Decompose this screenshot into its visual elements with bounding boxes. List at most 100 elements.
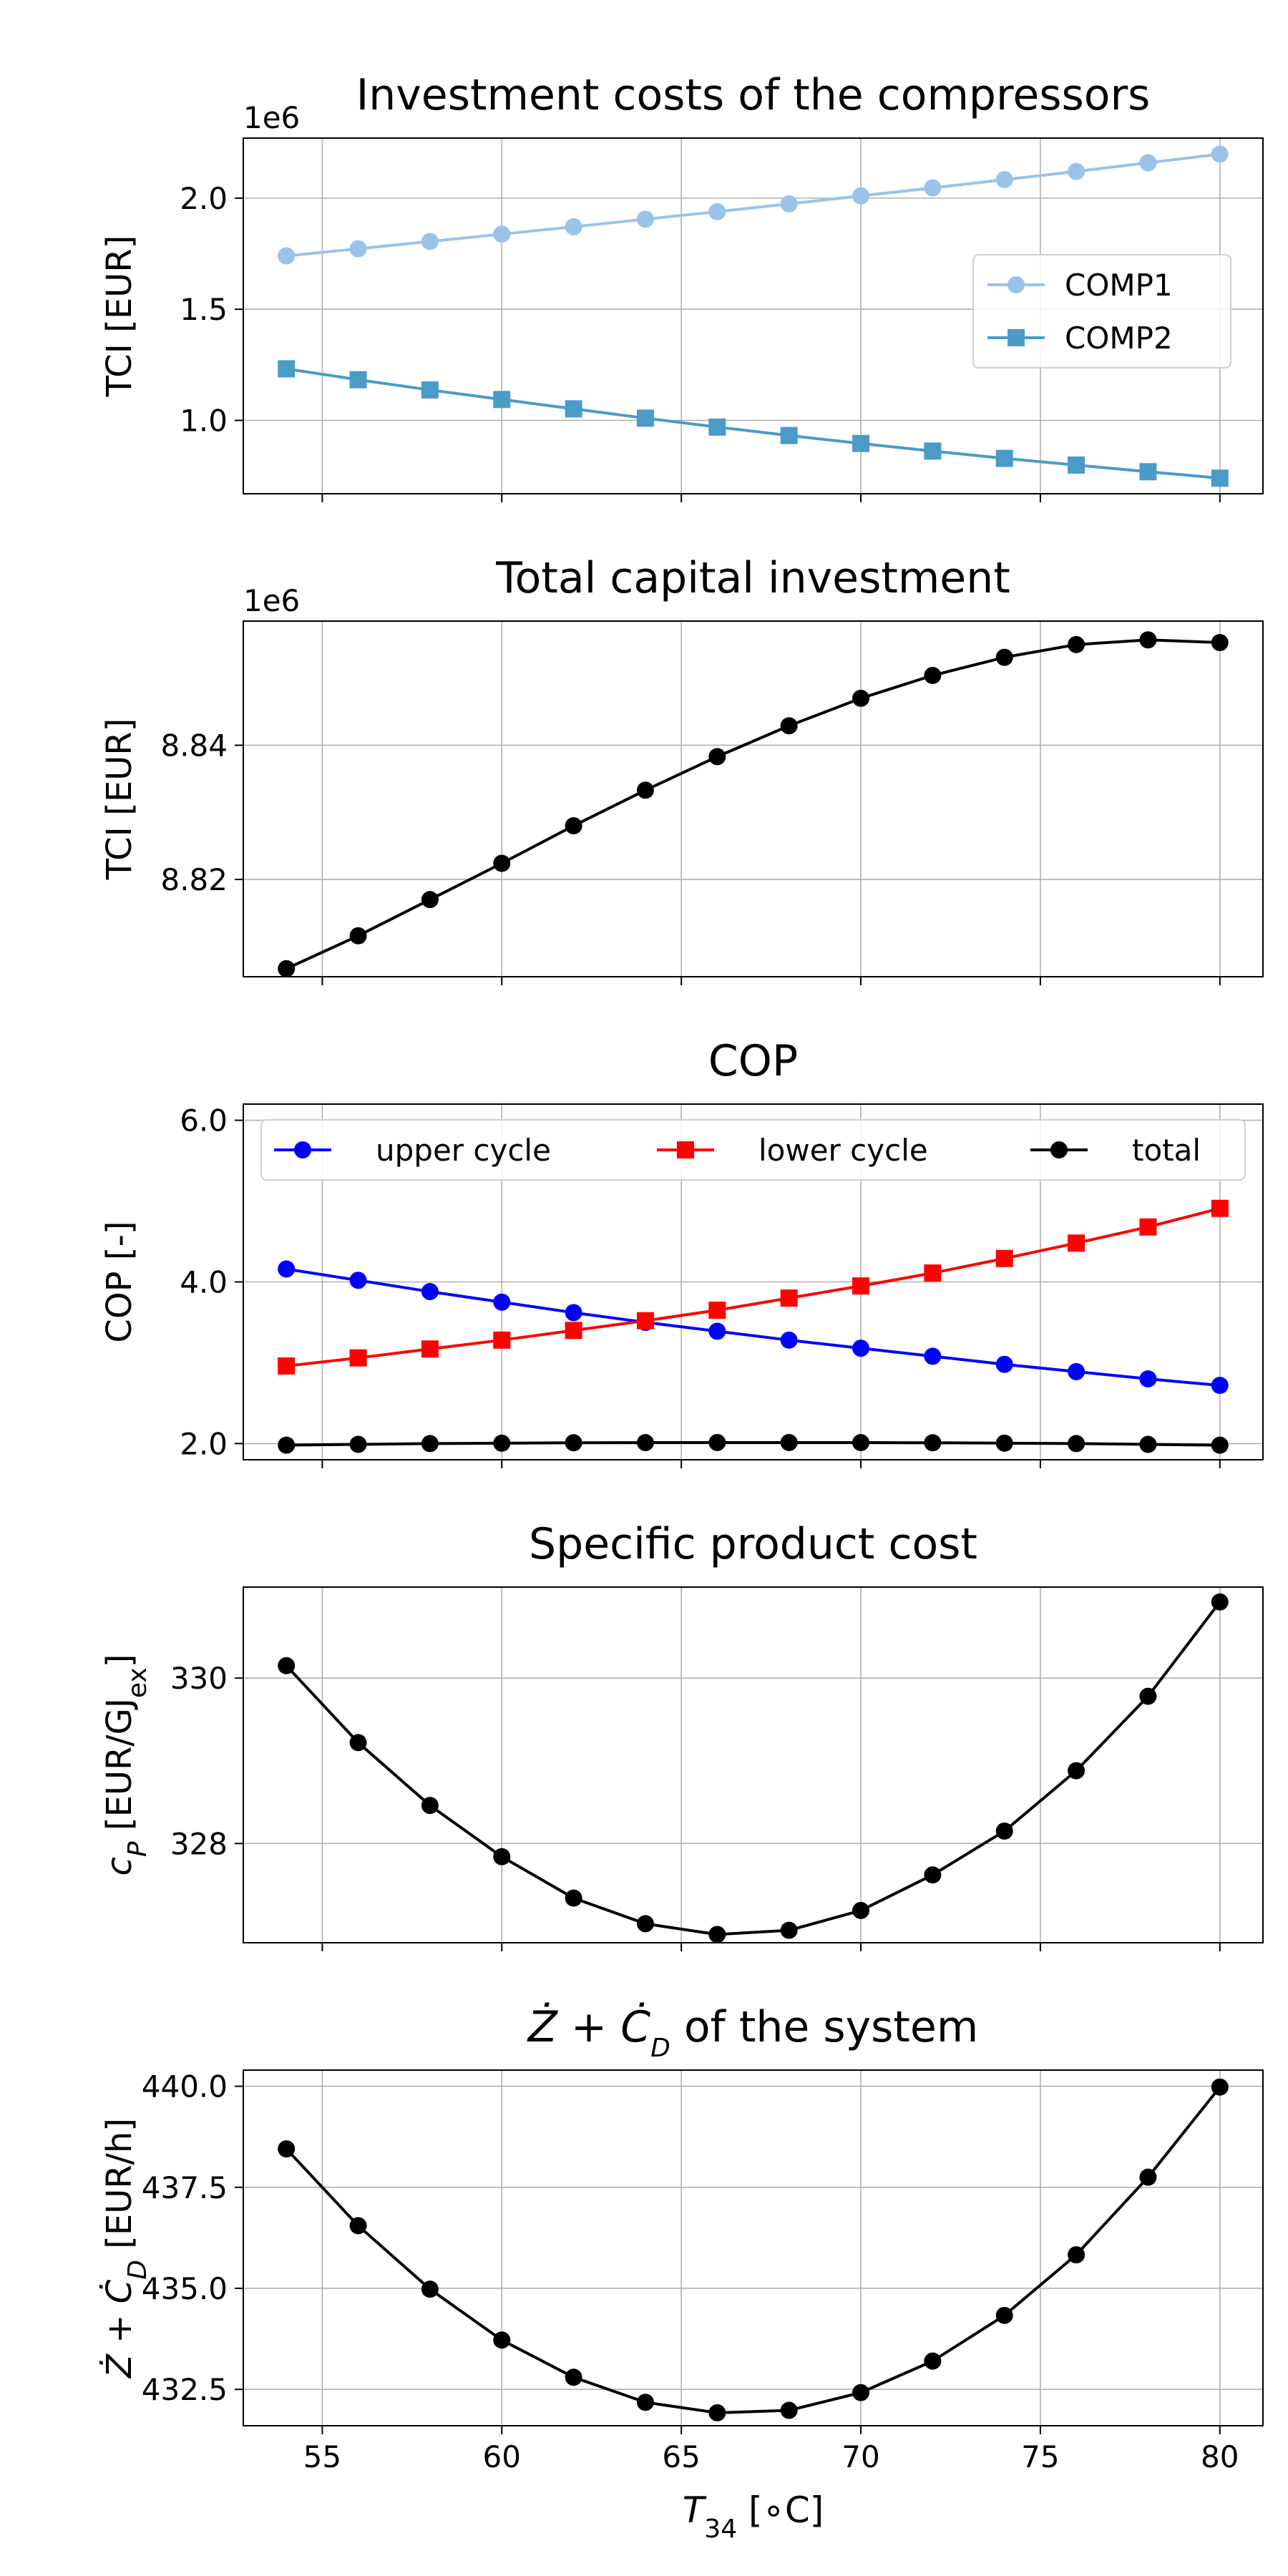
data-point (565, 2368, 582, 2386)
series-upper-cycle (278, 1260, 1229, 1395)
y-tick-label: 2.0 (180, 181, 228, 216)
data-point (708, 418, 726, 436)
data-point (421, 1435, 439, 1453)
x-axis-label: T34 [∘C] (683, 2489, 824, 2544)
data-point (708, 2404, 726, 2421)
chart-title: COP (708, 1036, 798, 1086)
data-point (565, 1889, 582, 1907)
series-total (278, 1433, 1229, 1454)
series-line (285, 2086, 1221, 2414)
data-point (278, 2140, 296, 2158)
data-point (852, 1434, 870, 1452)
chart-panel-3: 2.0 4.0 6.0 COP COP [-] upper cycle lower cycl… (99, 1036, 1264, 1468)
data-point (995, 449, 1013, 467)
y-tick-label: 6.0 (180, 1103, 228, 1138)
data-point (708, 203, 726, 220)
data-point (780, 1433, 798, 1451)
data-point (565, 1434, 582, 1452)
data-point (1068, 1762, 1085, 1780)
data-point (636, 781, 654, 799)
data-point (1139, 154, 1157, 172)
data-point (1211, 634, 1229, 652)
data-point (278, 1657, 296, 1674)
y-tick-label: 1.0 (180, 403, 228, 438)
data-point (565, 1304, 582, 1322)
data-point (421, 1283, 439, 1301)
data-point (565, 400, 582, 418)
chart-panel-4: 328 330 Specific product cost cP [EUR/GJex] (99, 1519, 1264, 1951)
data-point (1211, 1593, 1229, 1611)
legend: upper cycle lower cycle total (260, 1119, 1246, 1181)
data-point (493, 1331, 511, 1349)
data-point (995, 2306, 1013, 2324)
data-point (852, 187, 870, 205)
data-point (852, 1277, 870, 1295)
data-point (995, 1249, 1013, 1267)
x-tick-label: 70 (841, 2439, 879, 2474)
data-point (708, 1302, 726, 1319)
data-point (278, 1260, 296, 1278)
data-point (924, 1264, 942, 1282)
data-point (1139, 1370, 1157, 1388)
y-axis-label-text: TCI [EUR] (99, 718, 140, 881)
data-point (1211, 1436, 1229, 1454)
data-point (924, 1347, 942, 1365)
series-line (286, 638, 1220, 970)
data-point (636, 1312, 654, 1330)
data-point (1139, 1218, 1157, 1236)
data-point (1068, 635, 1085, 653)
data-point (852, 689, 870, 707)
series-1 (278, 631, 1229, 977)
data-point (780, 426, 798, 444)
data-point (278, 360, 296, 378)
data-point (1211, 469, 1229, 487)
legend: COMP1 COMP2 (972, 254, 1231, 369)
legend-label: lower cycle (758, 1133, 928, 1168)
legend-marker (1008, 329, 1025, 346)
series-line (286, 1206, 1221, 1367)
data-point (1139, 2168, 1157, 2186)
x-tick-label: 55 (303, 2439, 341, 2474)
data-point (493, 225, 511, 243)
data-point (1211, 145, 1229, 163)
legend-marker (294, 1141, 311, 1158)
data-point (349, 371, 367, 389)
x-tick-label: 65 (662, 2439, 700, 2474)
plot-frame (243, 620, 1264, 977)
offset-label: 1e6 (243, 583, 300, 618)
data-point (349, 2217, 367, 2235)
legend-label: COMP2 (1065, 321, 1173, 356)
data-point (565, 218, 582, 235)
series-line (285, 1601, 1221, 1936)
data-point (1211, 1199, 1229, 1217)
data-point (278, 247, 296, 265)
chart-title: Ż + ĊD of the system (527, 2001, 979, 2063)
data-point (349, 1349, 367, 1367)
data-point (493, 854, 511, 872)
data-point (421, 233, 439, 250)
data-point (493, 1434, 511, 1452)
data-point (995, 1822, 1013, 1840)
data-point (924, 1866, 942, 1884)
data-point (421, 381, 439, 399)
y-axis-label: Ż + ĊD [EUR/h] (99, 2118, 152, 2379)
series-line (286, 367, 1220, 480)
y-tick-label: 1.5 (180, 292, 228, 327)
data-point (636, 210, 654, 228)
data-point (278, 1357, 296, 1375)
legend-marker (677, 1141, 694, 1158)
y-axis-label-text: COP [-] (99, 1221, 140, 1342)
data-point (493, 2331, 511, 2349)
legend-box (972, 254, 1231, 369)
data-point (780, 717, 798, 735)
y-tick-label: 435.0 (142, 2271, 228, 2306)
data-point (636, 409, 654, 427)
data-point (349, 1272, 367, 1289)
data-point (708, 748, 726, 766)
data-point (636, 2394, 654, 2411)
legend-marker (1008, 276, 1025, 293)
data-point (852, 1340, 870, 1357)
y-tick-label: 2.0 (180, 1426, 228, 1461)
series-line (286, 152, 1221, 258)
y-tick-label: 4.0 (180, 1265, 228, 1300)
